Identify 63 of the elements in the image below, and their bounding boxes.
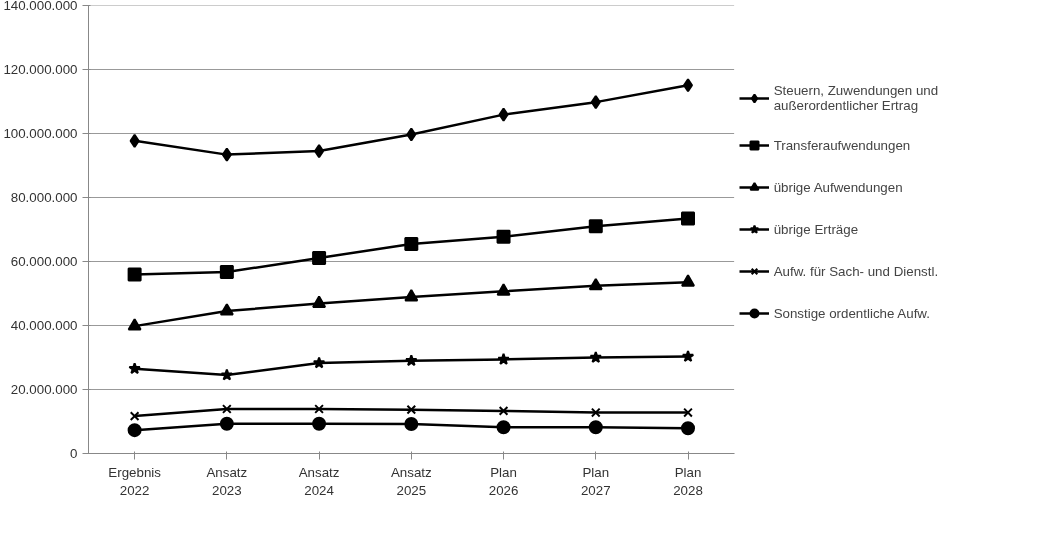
point — [681, 274, 696, 287]
point — [127, 318, 142, 331]
y-tick-label: 40.000.000 — [10, 318, 78, 333]
y-tick-label: 80.000.000 — [10, 190, 78, 205]
legend-label: übrige Erträge — [773, 221, 859, 237]
x-tick-label: Ansatz 2025 — [390, 464, 432, 498]
point — [683, 407, 693, 418]
legend-label: Aufw. für Sach- und Dienstl. — [773, 263, 939, 279]
point — [588, 219, 603, 234]
legend-label: Sonstige ordentliche Aufw. — [773, 305, 930, 321]
y-tick-label: 60.000.000 — [10, 254, 78, 269]
point — [588, 420, 603, 435]
x-tick-label: Ansatz 2024 — [298, 464, 340, 498]
point — [221, 404, 232, 414]
point — [588, 277, 603, 291]
legend-label: übrige Aufwendungen — [773, 179, 903, 195]
legend-label: Transferaufwendungen — [773, 137, 911, 153]
point — [404, 236, 419, 251]
legend-label: Steuern, Zuwendungen und außerordentlicher Ertrag — [773, 83, 939, 113]
point — [312, 295, 327, 308]
point — [219, 265, 234, 280]
point — [498, 107, 509, 122]
point — [129, 133, 140, 148]
point — [496, 420, 511, 435]
point — [683, 78, 694, 93]
point — [496, 229, 511, 244]
point — [405, 354, 418, 367]
point — [498, 406, 509, 416]
y-tick-label: 20.000.000 — [10, 382, 78, 397]
point — [406, 127, 417, 142]
point — [127, 423, 142, 438]
point — [312, 416, 327, 431]
point — [406, 404, 417, 415]
point — [219, 416, 234, 431]
point — [589, 351, 603, 363]
y-tick-label: 0 — [70, 446, 78, 461]
point — [314, 144, 325, 159]
point — [590, 407, 601, 418]
y-tick-label: 120.000.000 — [3, 62, 78, 77]
point — [681, 421, 696, 436]
point — [312, 356, 326, 369]
x-tick-label: Plan 2027 — [580, 464, 611, 498]
point — [127, 267, 142, 282]
point — [681, 350, 695, 362]
point — [129, 411, 140, 421]
point — [497, 352, 510, 365]
x-tick-label: Ergebnis 2022 — [108, 464, 162, 498]
point — [590, 95, 601, 110]
point — [312, 250, 327, 265]
point — [314, 404, 324, 414]
point — [404, 289, 419, 302]
x-tick-label: Plan 2026 — [488, 464, 519, 498]
x-tick-label: Plan 2028 — [673, 464, 703, 498]
point — [219, 303, 234, 316]
point — [496, 283, 511, 296]
point — [221, 147, 232, 162]
point — [220, 368, 234, 381]
point — [681, 211, 696, 226]
point — [128, 362, 141, 375]
x-tick-label: Ansatz 2023 — [206, 464, 248, 498]
y-tick-label: 100.000.000 — [3, 126, 78, 141]
point — [404, 417, 419, 432]
y-tick-label: 140.000.000 — [3, 0, 78, 13]
